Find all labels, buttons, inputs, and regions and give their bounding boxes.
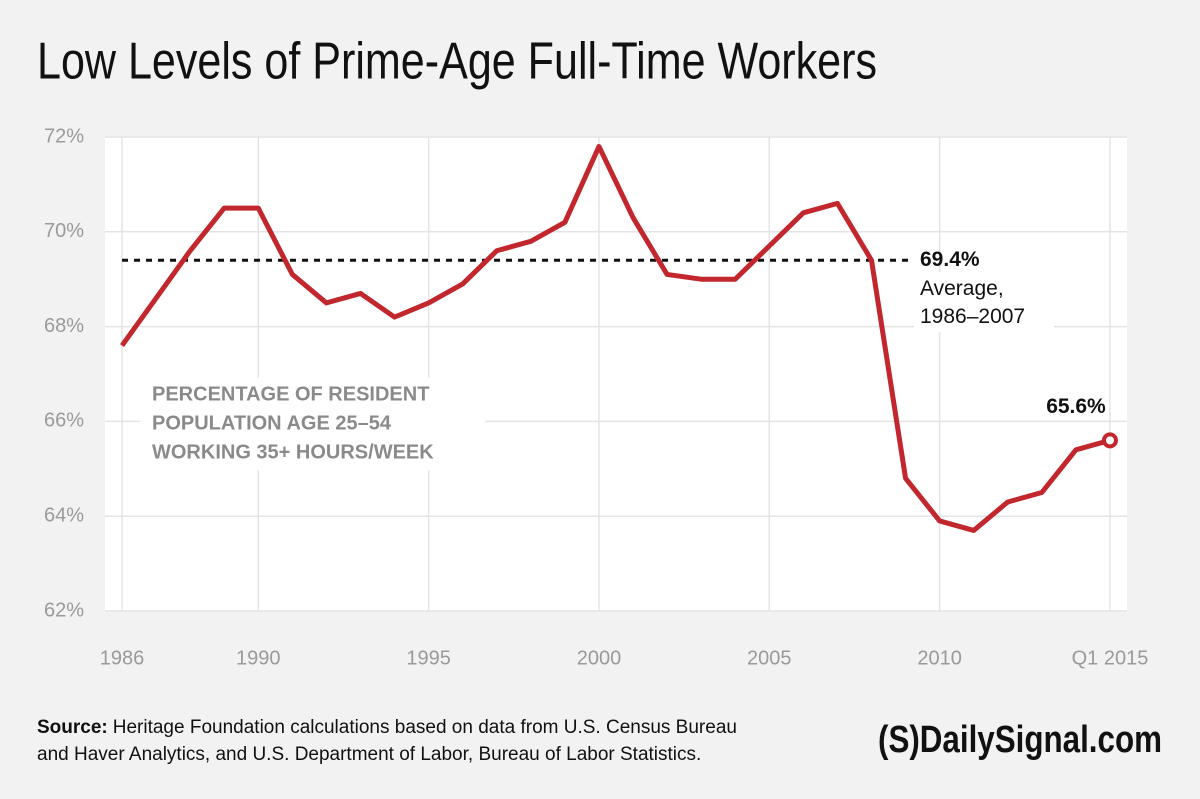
source-line: Heritage Foundation calculations based o… — [113, 717, 737, 738]
series-note: POPULATION AGE 25–54 — [152, 412, 392, 434]
annotation-background — [914, 272, 1054, 333]
y-tick-label: 68% — [44, 315, 84, 337]
series-line — [120, 143, 1111, 533]
value-label: 65.6% — [1046, 395, 1106, 418]
y-tick-label: 66% — [44, 410, 84, 432]
x-tick-label: 1986 — [100, 647, 145, 669]
logo: (S)DailySignal.com — [878, 719, 1162, 761]
average-note: Average, — [920, 277, 1004, 300]
series-note: WORKING 35+ HOURS/WEEK — [152, 441, 434, 463]
x-tick-label: 1990 — [236, 647, 281, 669]
marks — [120, 143, 1118, 533]
source-label: Source: — [37, 717, 108, 738]
x-tick-label: 2005 — [747, 647, 792, 669]
series-note: PERCENTAGE OF RESIDENT — [152, 383, 429, 405]
y-tick-label: 64% — [44, 504, 84, 526]
source: Source: Heritage Foundation calculations … — [37, 717, 737, 738]
x-tick-label: 2000 — [577, 647, 622, 669]
y-tick-label: 62% — [44, 599, 84, 621]
y-tick-label: 72% — [44, 125, 84, 147]
average-label: 69.4% — [920, 248, 980, 271]
chart-title: Low Levels of Prime-Age Full-Time Worker… — [37, 33, 877, 91]
average-note: 1986–2007 — [920, 305, 1025, 328]
annotations: 69.4% Average, 1986–2007 PERCENTAGE OF RESI… — [140, 248, 1106, 470]
grid: 62% 64% 66% 68% 70% 72% 1986 1990 1995 2000 2005 20… — [44, 125, 1148, 669]
end-point — [1101, 432, 1118, 449]
plot-area — [105, 137, 1127, 611]
x-tick-label: 2010 — [917, 647, 962, 669]
note-background — [140, 378, 485, 470]
source-line: and Haver Analytics, and U.S. Department… — [37, 744, 701, 765]
x-tick-label: 1995 — [406, 647, 451, 669]
y-tick-label: 70% — [44, 220, 84, 242]
x-tick-label: Q1 2015 — [1072, 647, 1149, 669]
